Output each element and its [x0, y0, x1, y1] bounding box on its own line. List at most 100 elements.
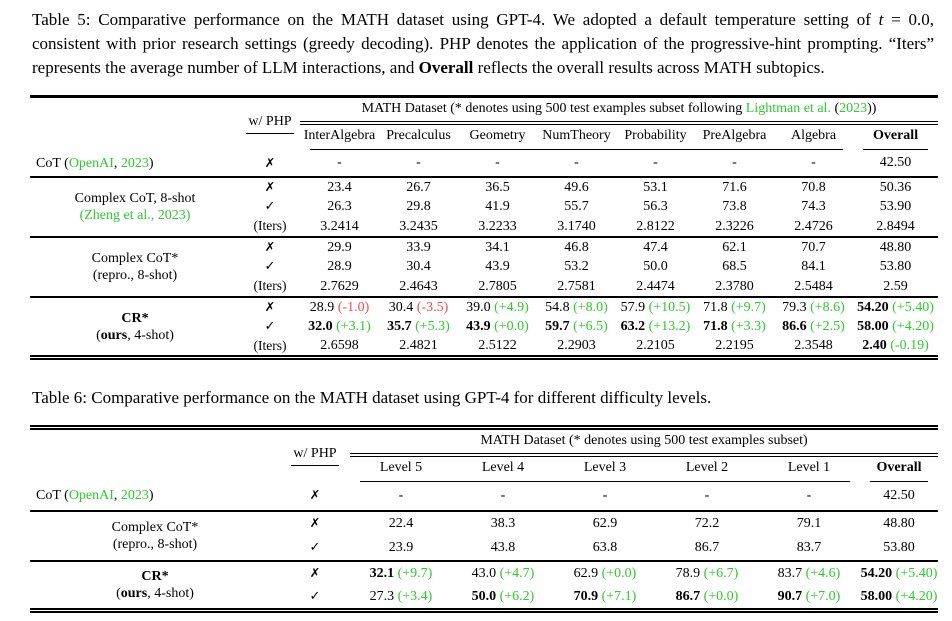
php-flag-cell: (Iters)	[240, 217, 300, 237]
score-value: 35.7	[387, 319, 412, 335]
text-span: CoT (	[36, 155, 69, 171]
php-header-cell: w/ PHP	[280, 427, 350, 482]
score-value: 50.0	[643, 259, 668, 275]
column-header: Level 4	[481, 459, 525, 475]
score-value: 29.9	[327, 239, 352, 255]
score-value: 2.7629	[320, 278, 359, 294]
score-value: 36.5	[485, 179, 510, 195]
method-label-line: (ours, 4-shot)	[30, 585, 280, 602]
score-value: 28.9	[327, 259, 352, 275]
citation-link[interactable]: 2023	[839, 101, 868, 117]
score-cell: 86.7 (+0.0)	[656, 586, 758, 611]
check-mark-icon: ✓	[309, 539, 321, 555]
cross-mark-icon: ✗	[309, 487, 321, 503]
score-delta: (+4.20)	[895, 588, 938, 604]
corner-cell	[30, 97, 240, 151]
score-cell: 86.6 (+2.5)	[774, 317, 853, 337]
score-value: 2.2903	[557, 338, 596, 354]
score-delta: (-3.5)	[416, 299, 449, 315]
score-value: 73.8	[722, 199, 747, 215]
text-span: MATH Dataset (* denotes using 500 test e…	[361, 101, 746, 117]
score-cell: 2.7629	[300, 277, 379, 297]
score-value: 63.2	[620, 319, 646, 335]
topic-headers-cell: InterAlgebra Precalculus Geometry NumTheory…	[300, 123, 853, 150]
score-cell: 86.7	[656, 536, 758, 561]
text-span: ours	[100, 327, 128, 343]
score-cell: -	[656, 482, 758, 511]
text-span: MATH Dataset (* denotes using 500 test e…	[480, 432, 808, 448]
score-cell: -	[616, 150, 695, 177]
citation-link[interactable]: OpenAI	[68, 488, 114, 504]
score-value: 50.36	[879, 179, 912, 195]
score-cell: 2.5484	[774, 277, 853, 297]
score-cell: 74.3	[774, 197, 853, 217]
table-row: (Iters) 3.2414 3.2435 3.2233 3.1740 2.8122 2.3…	[30, 217, 938, 237]
method-label-line: CoT (OpenAI, 2023)	[36, 155, 240, 172]
citation-link[interactable]: Lightman et al.	[745, 101, 831, 117]
table5-caption: Table 5: Comparative performance on the …	[32, 8, 934, 79]
score-cell: 2.2903	[537, 337, 616, 357]
method-label-line: CR*	[30, 568, 280, 585]
score-value: 90.7	[777, 588, 803, 604]
citation-link[interactable]: OpenAI	[68, 155, 114, 171]
php-header-label: w/ PHP	[246, 114, 294, 135]
text-span: Complex CoT, 8-shot	[74, 191, 196, 207]
score-delta: (+4.20)	[892, 319, 934, 335]
score-value: -	[732, 155, 737, 171]
citation-link[interactable]: 2023	[120, 488, 149, 504]
table6-header: w/ PHP MATH Dataset (* denotes using 500 …	[30, 427, 939, 482]
score-value: -	[574, 155, 579, 171]
score-cell: 38.3	[452, 509, 554, 536]
citation-link[interactable]: (Zheng et al., 2023)	[79, 208, 191, 224]
score-delta: (+3.1)	[336, 319, 371, 335]
score-value: 54.8	[545, 299, 570, 315]
cross-mark-icon: ✗	[264, 299, 276, 315]
score-delta: (+10.5)	[648, 299, 691, 315]
score-value: 78.9	[675, 565, 701, 581]
score-value: 41.9	[485, 199, 510, 215]
score-value: 43.8	[490, 539, 516, 555]
text-span: (	[830, 101, 840, 117]
score-cell: 32.0 (+3.1)	[300, 317, 379, 337]
score-value: 2.3226	[715, 218, 754, 234]
score-value: 62.1	[722, 239, 747, 255]
score-cell: 46.8	[537, 236, 616, 258]
score-cell: 2.59	[853, 277, 938, 297]
score-cell: 73.8	[695, 197, 774, 217]
score-cell: 23.4	[300, 176, 379, 198]
score-cell: 59.7 (+6.5)	[537, 317, 616, 337]
score-cell: -	[774, 150, 853, 177]
score-delta: (+3.3)	[731, 319, 766, 335]
score-value: 62.9	[592, 515, 618, 531]
text-span: reflects the overall results across MATH…	[473, 57, 825, 77]
score-delta: (+0.0)	[494, 319, 529, 335]
score-value: 2.5122	[478, 338, 517, 354]
topic-headers: Level 5 Level 4 Level 3 Level 2 Level 1	[350, 460, 860, 476]
column-header: Probability	[624, 128, 687, 144]
php-flag-cell: ✗	[280, 509, 350, 536]
overall-header: Overall	[853, 123, 938, 150]
score-delta: (+5.40)	[895, 565, 938, 581]
table-row: CoT (OpenAI, 2023) ✗ - - - - - 42.50	[30, 482, 938, 511]
citation-link[interactable]: 2023	[120, 155, 149, 171]
score-value: 48.80	[883, 515, 915, 531]
score-cell: 3.2435	[379, 217, 458, 237]
score-delta: (+7.1)	[601, 588, 637, 604]
dataset-header: MATH Dataset (* denotes using 500 test e…	[350, 427, 939, 457]
score-value: 29.8	[406, 199, 431, 215]
score-value: 62.9	[573, 565, 599, 581]
table-row: CR* (ours, 4-shot) ✗ 28.9 (-1.0) 30.4 (-3.5)…	[30, 296, 939, 358]
score-value: 30.4	[406, 259, 431, 275]
text-span: Table 6: Comparative performance on the …	[32, 387, 712, 407]
method-label-line: Complex CoT, 8-shot	[30, 190, 240, 207]
score-cell: 27.3 (+3.4)	[350, 586, 452, 611]
score-delta: (+8.6)	[810, 299, 845, 315]
score-value: 2.2105	[636, 338, 675, 354]
method-label-line: CoT (OpenAI, 2023)	[36, 487, 280, 504]
score-cell: 53.2	[537, 257, 616, 277]
score-cell: 48.80	[853, 236, 939, 258]
score-value: 2.4726	[794, 218, 833, 234]
column-header: Level 3	[583, 459, 627, 475]
score-delta: (+8.0)	[573, 299, 608, 315]
table-row: Complex CoT* (repro., 8-shot) ✗ 29.9 33.9 34.…	[30, 236, 939, 298]
